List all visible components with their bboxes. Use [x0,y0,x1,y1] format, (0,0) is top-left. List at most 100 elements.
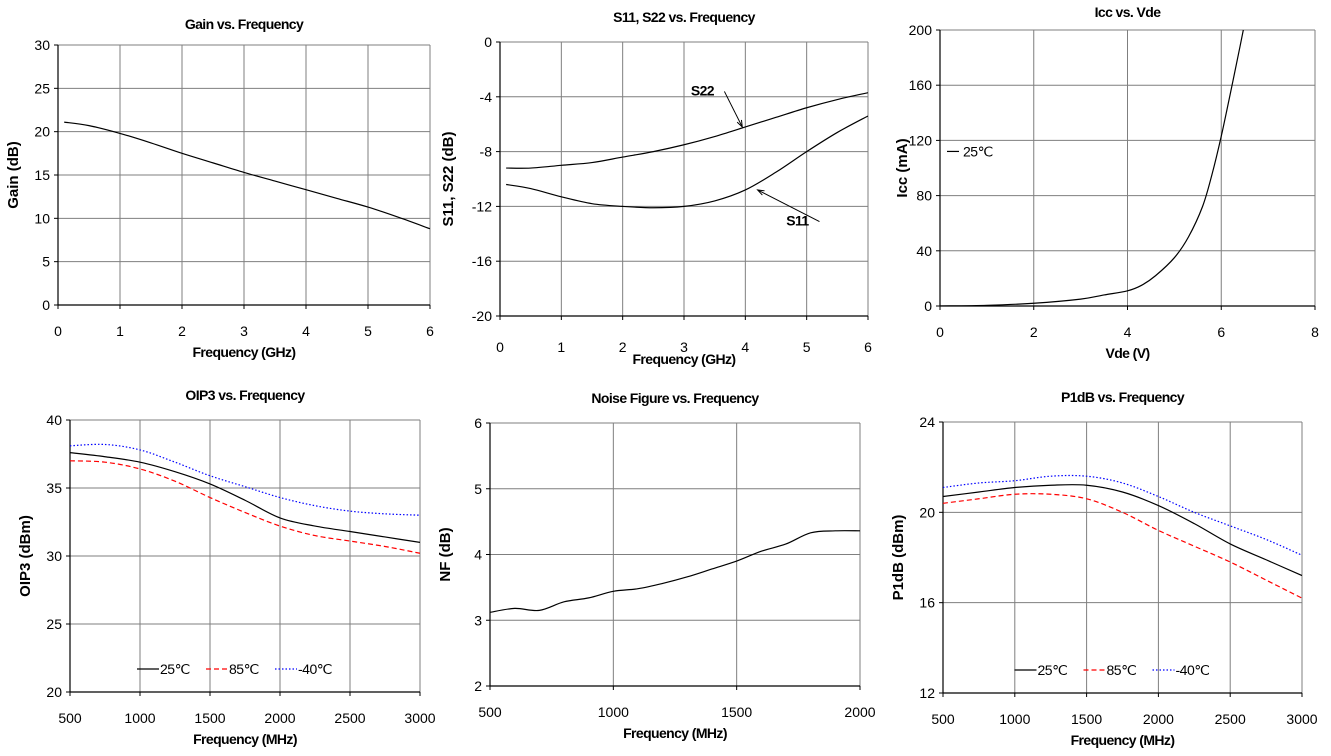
y-tick-label: 25 [46,616,62,632]
y-tick-label: 24 [919,414,935,430]
y-tick-label: -4 [480,89,493,105]
x-tick-label: 2500 [334,710,365,726]
x-tick-label: 4 [1124,324,1132,340]
legend-label: 85℃ [1107,662,1137,678]
y-tick-label: 160 [909,77,933,93]
y-axis-label: NF (dB) [437,527,454,581]
y-tick-label: 10 [34,210,50,226]
chart-title: Icc vs. Vde [1095,4,1162,20]
y-tick-label: 25 [34,80,50,96]
x-tick-label: 5 [364,323,372,339]
chart-s11s22: S11, S22 vs. Frequency 0 1 2 3 4 5 6 -20 -16 -12 -8… [440,9,872,367]
y-tick-label: -12 [472,198,492,214]
y-tick-label: -20 [472,308,492,324]
x-axis-label: Frequency (GHz) [632,351,735,367]
y-tick-label: 6 [474,415,482,431]
y-tick-label: 20 [46,684,62,700]
series-line [506,92,868,169]
series-line-2 [943,474,1302,556]
y-tick-label: 120 [909,132,933,148]
y-axis-label: P1dB (dBm) [890,515,907,601]
x-tick-label: 2 [619,339,627,355]
x-tick-label: 2 [1030,324,1038,340]
series-line-0 [940,30,1244,306]
series-line-0 [70,452,420,543]
x-axis-label: Frequency (MHz) [1071,732,1175,748]
chart-gain: Gain vs. Frequency 0 1 2 3 4 5 6 0 5 10 15 20 25 30 Fre… [5,16,434,360]
x-tick-label: 2000 [1143,711,1174,727]
legend: 25℃ 85℃ -40℃ [1014,662,1210,678]
legend: 25℃ [947,143,993,159]
legend: 25℃ 85℃ -40℃ [137,661,332,677]
chart-oip3: OIP3 vs. Frequency 500 1000 1500 2000 2500 300… [17,387,436,747]
x-tick-label: 1000 [124,710,155,726]
x-tick-label: 4 [741,339,749,355]
legend-label: 25℃ [1038,662,1068,678]
y-tick-label: 3 [474,612,482,628]
y-tick-label: 15 [34,167,50,183]
y-tick-label: 20 [919,504,935,520]
x-tick-label: 5 [803,339,811,355]
y-tick-label: -16 [472,253,492,269]
x-tick-label: 2000 [264,710,295,726]
y-tick-label: -8 [480,144,493,160]
legend-label: 25℃ [963,143,993,159]
y-tick-label: 20 [34,124,50,140]
y-tick-label: 200 [909,22,933,38]
x-tick-label: 1000 [999,711,1030,727]
y-tick-label: 40 [46,412,62,428]
x-tick-label: 2500 [1215,711,1246,727]
y-tick-label: 35 [46,480,62,496]
x-axis-label: Frequency (MHz) [623,725,727,741]
series-group [70,443,420,554]
chart-nf: Noise Figure vs. Frequency 500 1000 1500 200… [437,390,876,741]
chart-title: S11, S22 vs. Frequency [613,9,755,25]
y-tick-label: 30 [46,548,62,564]
series-line-2 [70,443,420,516]
x-tick-label: 6 [1217,324,1225,340]
legend-label: 85℃ [229,661,259,677]
x-tick-label: 0 [496,339,504,355]
x-tick-label: 1 [116,323,124,339]
y-tick-label: 80 [916,188,932,204]
x-tick-label: 3 [240,323,248,339]
x-tick-label: 3 [680,339,688,355]
y-tick-label: 12 [919,685,935,701]
annotation-label: S11 [786,213,809,229]
x-tick-label: 4 [302,323,310,339]
series-line-0 [943,484,1302,577]
chart-p1db: P1dB vs. Frequency 500 1000 1500 2000 2500 300… [890,389,1318,748]
x-tick-label: 3000 [1286,711,1317,727]
x-tick-label: 3000 [404,710,435,726]
series-line [490,530,860,613]
x-tick-label: 6 [864,339,872,355]
y-tick-label: 30 [34,37,50,53]
chart-title: P1dB vs. Frequency [1061,389,1185,405]
y-axis-label: Gain (dB) [5,141,22,209]
annotation-arrowhead [756,189,765,196]
x-tick-label: 1500 [1071,711,1102,727]
x-tick-label: 8 [1311,324,1319,340]
annotation-label: S22 [691,82,715,98]
annotation-arrow [723,91,743,128]
y-tick-label: 0 [924,298,932,314]
x-tick-label: 2000 [844,704,875,720]
x-tick-label: 500 [931,711,955,727]
x-tick-label: 1500 [194,710,225,726]
annotation-arrowhead [736,119,743,129]
x-tick-label: 500 [478,704,502,720]
series-line [64,121,430,230]
y-tick-label: 2 [474,678,482,694]
series-group [940,30,1244,306]
chart-title: Noise Figure vs. Frequency [591,390,759,406]
x-tick-label: 1500 [721,704,752,720]
legend-label: -40℃ [1176,662,1210,678]
series-line-1 [70,460,420,554]
series-line [506,115,868,209]
y-tick-label: 40 [916,243,932,259]
y-axis-label: OIP3 (dBm) [17,515,34,597]
annotation-arrow [757,189,820,223]
x-tick-label: 1000 [598,704,629,720]
